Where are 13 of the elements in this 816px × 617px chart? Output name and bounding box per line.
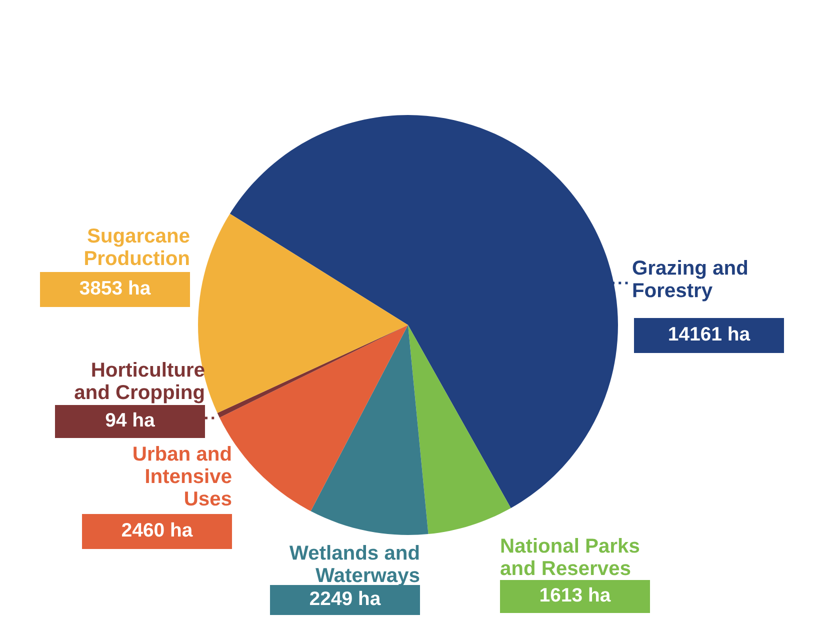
slice-label: Wetlands and Waterways [289, 545, 420, 586]
data-label: 2249 ha [310, 590, 381, 606]
data-label: 94 ha [106, 412, 155, 427]
slice-label: National Parks and Reserves [500, 538, 640, 576]
slice-label: Urban and Intensive Uses [134, 446, 232, 506]
data-label: 14161 ha [669, 326, 750, 341]
data-label: 2460 ha [122, 522, 193, 537]
slice-label: Sugarcane Production [85, 228, 190, 266]
pie-slice [310, 325, 428, 535]
pie-slice [408, 325, 511, 534]
data-label: 3853 ha [80, 280, 151, 295]
slice-label: Grazing and Forestry [632, 260, 748, 302]
data-label: 1613 ha [540, 587, 611, 602]
